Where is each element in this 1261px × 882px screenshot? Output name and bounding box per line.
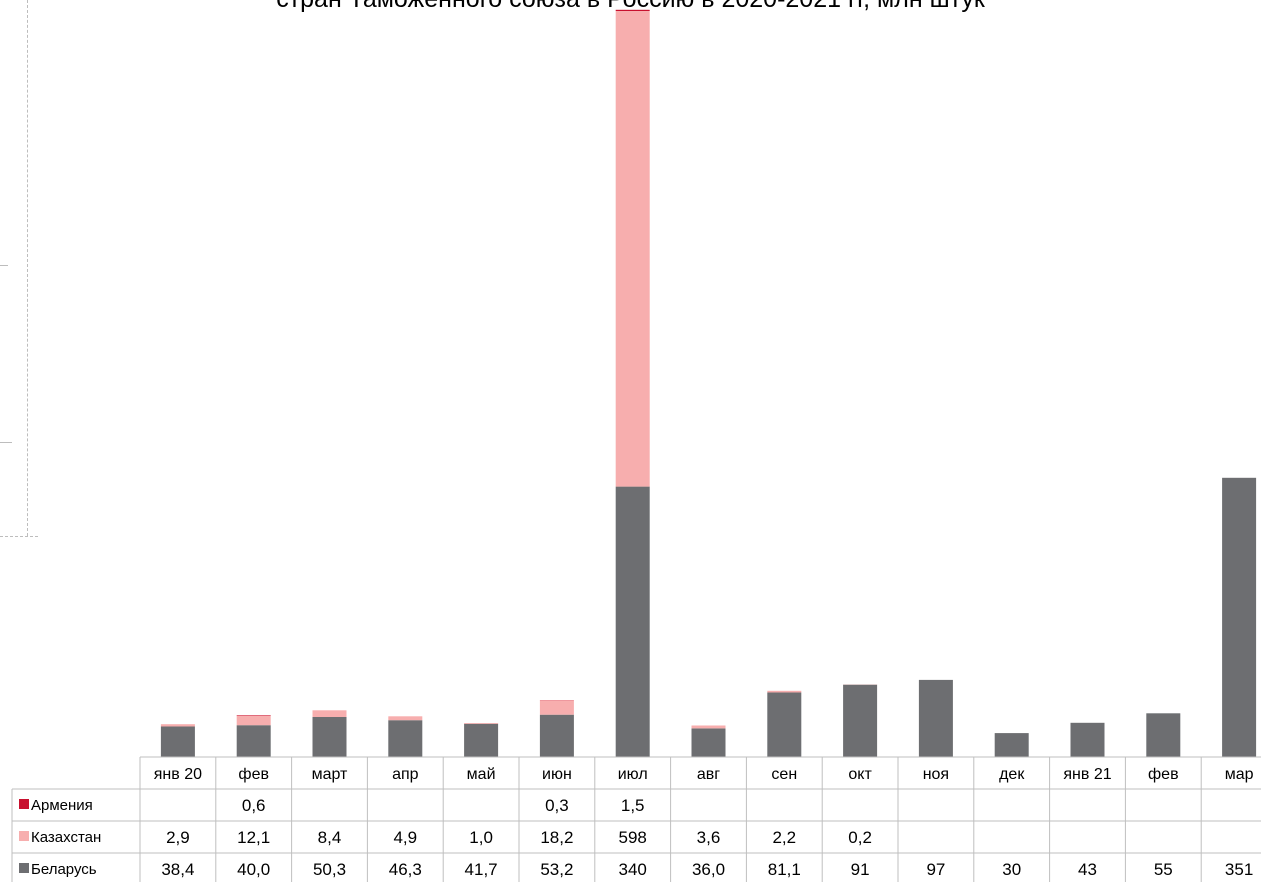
bar-беларусь-7 — [691, 728, 726, 757]
data-label-казахстан-7: 3,6 — [697, 828, 721, 847]
bar-казахстан-5 — [539, 700, 574, 715]
data-label-армения-6: 1,5 — [621, 796, 645, 815]
bar-казахстан-2 — [312, 710, 347, 717]
bar-беларусь-8 — [767, 692, 802, 757]
data-label-казахстан-6: 598 — [619, 828, 647, 847]
bar-беларусь-11 — [994, 733, 1029, 757]
bar-беларусь-5 — [539, 714, 574, 757]
category-label-0: янв 20 — [154, 766, 202, 783]
bar-казахстан-1 — [236, 715, 271, 726]
category-label-10: ноя — [923, 766, 949, 783]
category-label-12: янв 21 — [1063, 766, 1111, 783]
category-label-2: март — [312, 766, 348, 783]
data-label-беларусь-12: 43 — [1078, 860, 1097, 879]
data-label-беларусь-4: 41,7 — [465, 860, 498, 879]
bar-армения-1 — [236, 715, 271, 716]
data-label-казахстан-3: 4,9 — [393, 828, 417, 847]
bar-казахстан-7 — [691, 725, 726, 729]
legend-key-армения — [19, 799, 29, 809]
data-label-беларусь-1: 40,0 — [237, 860, 270, 879]
category-label-11: дек — [999, 766, 1025, 783]
data-label-беларусь-10: 97 — [926, 860, 945, 879]
legend-key-казахстан — [19, 831, 29, 841]
data-label-беларусь-6: 340 — [619, 860, 647, 879]
category-label-6: июл — [618, 766, 648, 783]
bar-беларусь-1 — [236, 725, 271, 757]
data-label-беларусь-5: 53,2 — [540, 860, 573, 879]
legend-label-беларусь: Беларусь — [31, 861, 97, 878]
category-label-13: фев — [1148, 766, 1179, 783]
category-label-9: окт — [848, 766, 872, 783]
data-label-беларусь-13: 55 — [1154, 860, 1173, 879]
data-label-армения-5: 0,3 — [545, 796, 569, 815]
frame-tick-mark — [0, 265, 8, 266]
data-label-беларусь-8: 81,1 — [768, 860, 801, 879]
bar-беларусь-13 — [1146, 713, 1181, 757]
bar-казахстан-4 — [464, 723, 499, 724]
data-label-казахстан-8: 2,2 — [772, 828, 796, 847]
bar-беларусь-2 — [312, 717, 347, 757]
data-label-казахстан-2: 8,4 — [318, 828, 342, 847]
bar-беларусь-9 — [843, 684, 878, 757]
bar-казахстан-3 — [388, 716, 423, 721]
bar-казахстан-8 — [767, 690, 802, 693]
data-label-беларусь-9: 91 — [851, 860, 870, 879]
data-label-беларусь-3: 46,3 — [389, 860, 422, 879]
data-label-беларусь-7: 36,0 — [692, 860, 725, 879]
dashed-frame-vertical — [27, 0, 28, 536]
legend-key-беларусь — [19, 863, 29, 873]
bar-беларусь-12 — [1070, 722, 1105, 757]
data-label-беларусь-14: 351 — [1225, 860, 1253, 879]
bar-казахстан-0 — [160, 724, 195, 727]
bar-армения-6 — [615, 9, 650, 11]
bar-беларусь-14 — [1222, 477, 1257, 757]
data-label-беларусь-2: 50,3 — [313, 860, 346, 879]
bar-беларусь-4 — [464, 723, 499, 757]
legend-label-армения: Армения — [31, 797, 93, 814]
frame-tick-mark — [0, 442, 12, 443]
category-label-7: авг — [697, 766, 720, 783]
data-label-казахстан-9: 0,2 — [848, 828, 872, 847]
bar-беларусь-10 — [918, 679, 953, 757]
data-label-беларусь-0: 38,4 — [161, 860, 194, 879]
data-label-казахстан-0: 2,9 — [166, 828, 190, 847]
bar-беларусь-0 — [160, 726, 195, 757]
data-label-армения-1: 0,6 — [242, 796, 266, 815]
bar-беларусь-3 — [388, 720, 423, 757]
category-label-14: мар — [1225, 766, 1254, 783]
data-label-казахстан-5: 18,2 — [540, 828, 573, 847]
data-label-казахстан-4: 1,0 — [469, 828, 493, 847]
category-label-5: июн — [542, 766, 572, 783]
category-label-4: май — [467, 766, 496, 783]
category-label-1: фев — [238, 766, 269, 783]
category-label-3: апр — [392, 766, 419, 783]
category-label-8: сен — [771, 766, 797, 783]
bar-беларусь-6 — [615, 486, 650, 757]
legend-label-казахстан: Казахстан — [31, 829, 101, 846]
chart-title: стран Таможенного союза в Россию в 2020-… — [0, 0, 1261, 14]
data-label-беларусь-11: 30 — [1002, 860, 1021, 879]
dashed-frame-horizontal — [0, 536, 38, 537]
data-label-казахстан-1: 12,1 — [237, 828, 270, 847]
bar-казахстан-6 — [615, 11, 650, 487]
